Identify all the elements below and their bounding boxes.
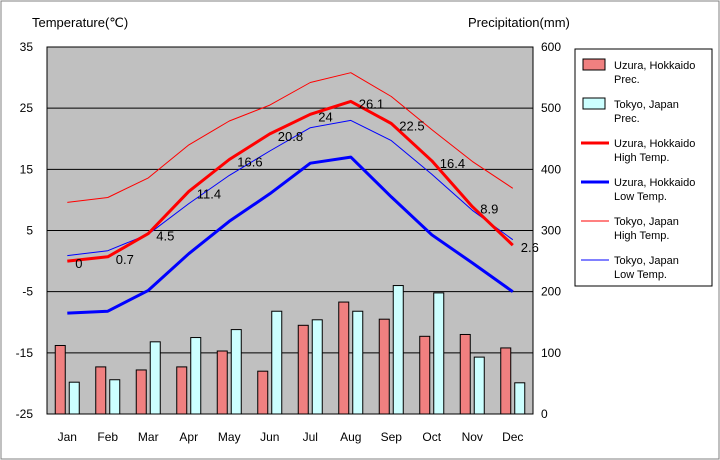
bar-uzura_prec xyxy=(297,324,309,415)
bar-uzura_prec xyxy=(419,335,431,415)
data-label: 16.4 xyxy=(440,156,465,171)
bar-uzura_prec xyxy=(459,333,471,415)
legend-label: Prec. xyxy=(614,74,640,86)
legend-label: Tokyo, Japan xyxy=(614,216,679,228)
x-tick-label: Mar xyxy=(138,430,159,444)
line-uzura_low xyxy=(67,155,514,315)
legend-label: Prec. xyxy=(614,113,640,125)
x-tick-label: Jul xyxy=(303,430,318,444)
bar-uzura_prec xyxy=(216,350,228,415)
right-tick-label: 200 xyxy=(541,285,561,299)
data-label: 0 xyxy=(75,256,82,271)
x-tick-label: Oct xyxy=(422,430,441,444)
data-label: 8.9 xyxy=(480,202,498,217)
left-axis-title: Temperature(℃) xyxy=(32,15,128,30)
tick-labels-group: -25 -15 -5 5 15 25 35 0 100 200 300 400 500 600 Jan Feb… xyxy=(16,40,562,444)
legend-label: High Temp. xyxy=(614,230,669,242)
left-tick-label: -15 xyxy=(16,346,34,360)
x-tick-label: Feb xyxy=(97,430,118,444)
legend-label: Tokyo, Japan xyxy=(614,255,679,267)
right-tick-label: 100 xyxy=(541,346,561,360)
data-label: 2.6 xyxy=(521,240,539,255)
data-label: 26.1 xyxy=(359,96,384,111)
bar-tokyo_prec xyxy=(514,382,526,415)
legend-swatch xyxy=(582,97,606,110)
data-label: 16.6 xyxy=(237,155,262,170)
bar-tokyo_prec xyxy=(271,310,283,415)
bar-tokyo_prec xyxy=(149,341,161,415)
bars-group xyxy=(54,285,526,415)
x-tick-label: Sep xyxy=(381,430,403,444)
x-tick-label: Jan xyxy=(58,430,77,444)
legend-label: Uzura, Hokkaido xyxy=(614,177,695,189)
bar-tokyo_prec xyxy=(190,337,202,415)
left-tick-label: 15 xyxy=(20,162,34,176)
gridlines xyxy=(47,107,533,354)
right-tick-label: 500 xyxy=(541,101,561,115)
bar-tokyo_prec xyxy=(109,379,121,415)
x-tick-label: Apr xyxy=(179,430,198,444)
left-tick-label: -5 xyxy=(22,285,33,299)
legend-label: High Temp. xyxy=(614,152,669,164)
data-label: 11.4 xyxy=(197,186,221,201)
x-tick-label: Jun xyxy=(260,430,279,444)
bar-tokyo_prec xyxy=(352,310,364,415)
right-tick-label: 0 xyxy=(541,407,548,421)
right-axis-title: Precipitation(mm) xyxy=(468,15,570,30)
legend-label: Uzura, Hokkaido xyxy=(614,138,695,150)
data-label: 20.8 xyxy=(278,129,303,144)
data-label: 4.5 xyxy=(156,229,174,244)
data-label: 24 xyxy=(318,109,332,124)
bar-uzura_prec xyxy=(378,318,390,415)
bar-uzura_prec xyxy=(338,301,350,415)
left-tick-label: 35 xyxy=(20,40,34,54)
bar-tokyo_prec xyxy=(311,319,323,415)
lines-group xyxy=(67,72,514,315)
x-tick-label: May xyxy=(218,430,241,444)
bar-uzura_prec xyxy=(135,369,147,415)
data-labels-group: 0 0.7 4.5 11.4 16.6 20.8 24 26.1 22.5 16.4 8.9 2.6 xyxy=(75,96,539,271)
data-label: 0.7 xyxy=(116,252,134,267)
bar-tokyo_prec xyxy=(392,285,404,415)
left-tick-label: 5 xyxy=(26,224,33,238)
bar-uzura_prec xyxy=(176,366,188,415)
bar-tokyo_prec xyxy=(433,292,445,415)
line-uzura_high xyxy=(67,99,514,263)
bar-uzura_prec xyxy=(54,344,66,415)
bar-tokyo_prec xyxy=(230,329,242,415)
x-tick-label: Nov xyxy=(462,430,483,444)
x-tick-label: Aug xyxy=(340,430,361,444)
legend-label: Uzura, Hokkaido xyxy=(614,60,695,72)
legend-label: Low Temp. xyxy=(614,269,667,281)
bar-uzura_prec xyxy=(95,366,107,415)
legend-swatch xyxy=(582,58,606,71)
right-tick-label: 400 xyxy=(541,162,561,176)
data-label: 22.5 xyxy=(399,118,424,133)
bar-tokyo_prec xyxy=(473,356,485,415)
right-tick-label: 300 xyxy=(541,224,561,238)
right-tick-label: 600 xyxy=(541,40,561,54)
bar-uzura_prec xyxy=(500,347,512,415)
left-tick-label: -25 xyxy=(16,407,34,421)
legend-label: Tokyo, Japan xyxy=(614,99,679,111)
left-tick-label: 25 xyxy=(20,101,34,115)
bar-uzura_prec xyxy=(257,370,269,415)
x-tick-label: Dec xyxy=(502,430,523,444)
line-tokyo_high xyxy=(67,72,514,203)
legend-label: Low Temp. xyxy=(614,191,667,203)
bar-tokyo_prec xyxy=(68,381,80,415)
legend-box xyxy=(574,48,713,287)
legend: Uzura, Hokkaido Prec. Tokyo, Japan Prec. Uzu… xyxy=(574,48,713,287)
